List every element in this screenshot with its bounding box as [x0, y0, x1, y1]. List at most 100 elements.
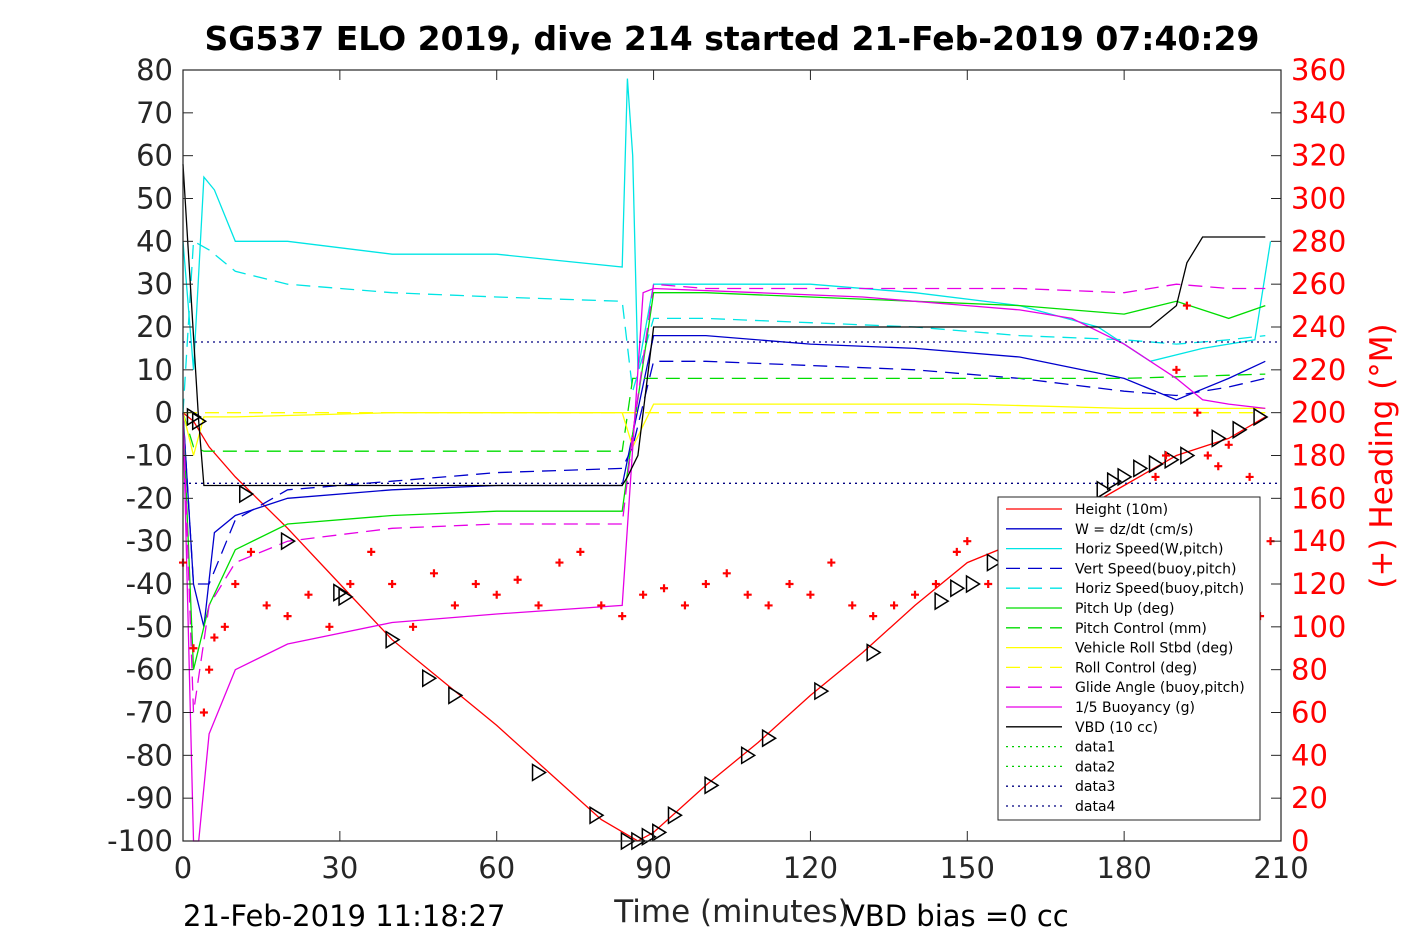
y-tick-label: -90	[126, 781, 173, 815]
waypoint-marker	[1232, 420, 1248, 440]
legend-label: 1/5 Buoyancy (g)	[1075, 700, 1195, 716]
y-right-tick-label: 180	[1291, 439, 1346, 473]
y-right-tick-label: 60	[1291, 696, 1328, 730]
heading-marker	[471, 580, 480, 588]
y-right-tick-label: 300	[1291, 182, 1346, 216]
heading-marker	[764, 601, 773, 610]
x-tick-label: 90	[635, 851, 672, 885]
legend-label: Horiz Speed(W,pitch)	[1075, 542, 1223, 558]
waypoint-marker	[1180, 446, 1196, 465]
heading-marker	[785, 580, 794, 588]
heading-marker	[210, 633, 219, 642]
y-tick-label: 0	[155, 396, 173, 430]
heading-marker	[1182, 301, 1191, 310]
y-right-tick-label: 340	[1291, 96, 1346, 130]
heading-marker	[304, 590, 313, 599]
y-right-tick-label: 140	[1291, 524, 1346, 558]
heading-marker	[890, 601, 899, 610]
heading-marker	[231, 580, 240, 588]
waypoint-marker	[448, 686, 464, 705]
heading-marker	[597, 601, 606, 610]
y-right-tick-label: 100	[1291, 610, 1346, 644]
heading-marker	[743, 590, 752, 599]
y-tick-label: 20	[136, 310, 173, 344]
y-tick-label: -80	[126, 738, 173, 772]
y-tick-label: -30	[126, 524, 173, 558]
y-tick-label: -60	[126, 653, 173, 687]
y-axis-right: 3603403203002802602402202001801601401201…	[1271, 53, 1346, 858]
legend-label: Glide Angle (buoy,pitch)	[1075, 680, 1245, 696]
waypoint-marker	[1164, 450, 1180, 470]
heading-marker	[660, 584, 669, 593]
legend-box	[997, 496, 1261, 821]
waypoint-marker	[934, 591, 950, 611]
x-tick-label: 180	[1096, 851, 1151, 885]
y-right-tick-label: 120	[1291, 567, 1346, 601]
heading-marker	[346, 580, 355, 588]
x-tick-label: 150	[940, 851, 995, 885]
x-tick-label: 60	[478, 851, 515, 885]
legend-label: Vert Speed(buoy,pitch)	[1075, 561, 1237, 577]
heading-marker	[325, 622, 334, 631]
heading-marker	[1245, 472, 1254, 481]
heading-marker	[283, 612, 292, 621]
heading-marker	[1214, 462, 1223, 471]
series-line-10	[182, 287, 1266, 842]
heading-marker	[1151, 472, 1160, 481]
legend-label: Roll Control (deg)	[1075, 660, 1197, 676]
waypoint-marker	[761, 728, 778, 748]
heading-marker	[367, 547, 376, 556]
y-right-tick-label: 240	[1291, 310, 1346, 344]
heading-marker	[409, 622, 418, 631]
y-tick-label: 50	[136, 182, 173, 216]
heading-marker	[555, 558, 564, 567]
y-tick-label: -20	[126, 481, 173, 515]
legend-label: data2	[1075, 759, 1115, 775]
heading-marker	[911, 590, 919, 599]
waypoint-marker	[814, 681, 830, 701]
waypoint-marker	[1253, 407, 1269, 427]
y-tick-label: -10	[126, 439, 173, 473]
heading-marker	[701, 580, 710, 588]
waypoint-marker	[531, 763, 547, 782]
legend-label: Vehicle Roll Stbd (deg)	[1075, 641, 1233, 657]
heading-marker	[639, 590, 648, 599]
series-line-11	[182, 164, 1266, 487]
legend-label: W = dz/dt (cm/s)	[1075, 522, 1194, 538]
legend-label: Pitch Control (mm)	[1075, 621, 1207, 637]
x-tick-label: 120	[783, 851, 838, 885]
legend-label: Pitch Up (deg)	[1075, 601, 1174, 617]
y-tick-label: -40	[126, 567, 173, 601]
heading-marker	[722, 569, 731, 578]
waypoint-marker	[1211, 429, 1227, 448]
heading-marker	[534, 601, 543, 610]
waypoint-marker	[338, 587, 354, 607]
y-tick-label: 60	[136, 139, 173, 173]
waypoint-marker	[385, 630, 401, 650]
y-tick-label: 70	[136, 96, 173, 130]
heading-marker	[429, 569, 438, 578]
legend-label: data3	[1075, 779, 1115, 795]
heading-marker	[492, 590, 501, 599]
y-tick-label: 80	[136, 53, 173, 87]
heading-marker	[262, 601, 271, 610]
y-right-tick-label: 280	[1291, 224, 1346, 258]
heading-marker	[1203, 451, 1212, 460]
y-tick-label: 10	[136, 353, 173, 387]
x-tick-label: 30	[321, 851, 358, 885]
footer-vbd-bias: VBD bias =0 cc	[845, 899, 1069, 933]
legend-label: data4	[1075, 799, 1116, 815]
y-tick-label: -100	[107, 824, 173, 858]
legend-label: VBD (10 cc)	[1075, 720, 1158, 736]
y-right-tick-label: 320	[1291, 139, 1346, 173]
waypoint-marker	[740, 745, 757, 765]
heading-marker	[869, 612, 878, 621]
heading-marker	[806, 590, 815, 599]
heading-marker	[1224, 440, 1233, 449]
waypoint-marker	[950, 578, 966, 598]
heading-marker	[952, 547, 961, 556]
heading-marker	[199, 708, 208, 717]
waypoint-marker	[186, 407, 202, 427]
y-tick-label: 30	[136, 267, 173, 301]
